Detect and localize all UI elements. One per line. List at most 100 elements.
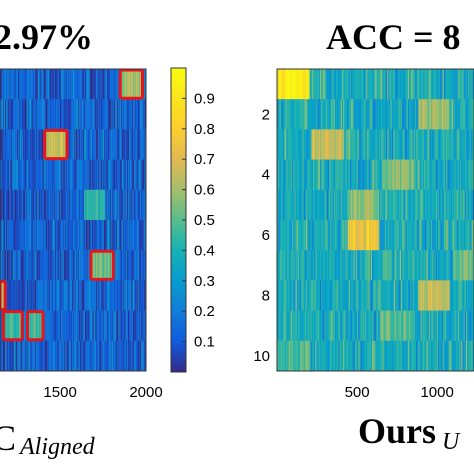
left-heatmap-cell	[60, 99, 62, 130]
right-heatmap-cell	[387, 129, 389, 160]
right-heatmap-cell	[352, 69, 354, 100]
left-heatmap-cell	[99, 220, 101, 251]
left-heatmap-cell	[129, 99, 131, 130]
left-heatmap-cell	[141, 280, 143, 311]
right-heatmap-cell	[294, 159, 296, 191]
colorbar-segment	[171, 85, 186, 89]
left-heatmap-cell	[79, 310, 81, 342]
left-heatmap-cell	[21, 129, 23, 160]
right-heatmap-cell	[467, 340, 469, 372]
right-heatmap-cell	[337, 129, 339, 160]
right-heatmap-cell	[278, 189, 280, 221]
right-heatmap-cell	[308, 310, 310, 342]
colorbar-segment	[171, 182, 186, 186]
right-heatmap-cell	[363, 189, 366, 221]
left-heatmap-cell	[70, 99, 72, 130]
right-heatmap-cell	[388, 159, 390, 191]
right-heatmap-cell	[343, 159, 345, 191]
right-heatmap-cell	[334, 220, 337, 251]
right-heatmap-cell	[327, 189, 330, 221]
right-heatmap-cell	[337, 99, 339, 130]
left-heatmap-cell	[33, 129, 35, 160]
left-heatmap-cell	[65, 340, 67, 372]
colorbar-tick-label: 0.8	[194, 121, 215, 138]
right-heatmap-cell	[385, 189, 388, 221]
right-heatmap-cell	[299, 129, 301, 160]
right-heatmap-cell	[339, 220, 342, 251]
left-heatmap-cell	[73, 99, 75, 130]
left-heatmap-cell	[14, 69, 16, 100]
right-heatmap-cell	[384, 340, 387, 372]
right-heatmap-cell	[308, 69, 310, 100]
right-heatmap-cell	[336, 99, 338, 130]
left-heatmap-cell	[130, 159, 132, 191]
left-heatmap-cell	[95, 340, 97, 372]
left-heatmap-cell	[107, 220, 109, 251]
right-heatmap-cell	[318, 310, 321, 342]
right-heatmap-cell	[443, 250, 446, 281]
right-heatmap-cell	[350, 69, 352, 100]
right-heatmap-cell	[296, 69, 299, 100]
right-heatmap-cell	[461, 99, 463, 130]
right-heatmap-cell	[359, 310, 361, 342]
left-heatmap-cell	[100, 250, 102, 281]
right-heatmap-cell	[351, 189, 353, 221]
right-heatmap-cell	[301, 220, 303, 251]
right-heatmap-cell	[413, 189, 416, 221]
right-heatmap-cell	[278, 99, 280, 130]
right-heatmap-cell	[433, 159, 435, 191]
left-heatmap-cell	[18, 159, 21, 191]
right-heatmap-cell	[341, 340, 344, 372]
right-heatmap-cell	[439, 310, 441, 342]
left-heatmap-cell	[107, 129, 109, 160]
right-heatmap-cell	[359, 189, 361, 221]
right-heatmap-cell	[456, 250, 459, 281]
left-heatmap-cell	[12, 189, 14, 221]
left-heatmap-cell	[41, 69, 43, 100]
right-heatmap-cell	[336, 69, 338, 100]
right-heatmap-cell	[281, 129, 284, 160]
left-heatmap-cell	[85, 159, 87, 191]
left-heatmap-cell	[5, 69, 7, 100]
right-heatmap-cell	[292, 220, 294, 251]
right-heatmap-cell	[436, 129, 439, 160]
right-heatmap-cell	[353, 159, 356, 191]
colorbar-segment	[171, 275, 186, 279]
right-heatmap-cell	[385, 129, 388, 160]
right-heatmap-cell	[336, 280, 338, 311]
left-heatmap-cell	[73, 69, 76, 100]
left-heatmap-cell	[39, 220, 41, 251]
left-heatmap-cell	[64, 280, 66, 311]
right-heatmap-cell	[399, 159, 402, 191]
left-heatmap-cell	[18, 250, 20, 281]
right-heatmap-cell	[354, 159, 357, 191]
left-heatmap-cell	[46, 250, 48, 281]
right-heatmap-cell	[352, 250, 354, 281]
left-heatmap-cell	[90, 220, 92, 251]
left-heatmap-cell	[118, 159, 120, 191]
left-heatmap-cell	[121, 69, 123, 100]
right-heatmap-cell	[288, 69, 291, 100]
right-heatmap-cell	[424, 280, 426, 311]
left-heatmap-cell	[84, 159, 86, 191]
left-heatmap-cell	[79, 340, 81, 372]
left-heatmap-cell	[74, 280, 76, 311]
left-heatmap-cell	[95, 129, 97, 160]
right-heatmap-cell	[316, 69, 318, 100]
left-heatmap-cell	[49, 159, 52, 191]
left-heatmap-cell	[110, 340, 113, 372]
right-heatmap-cell	[345, 69, 347, 100]
left-heatmap-cell	[62, 340, 64, 372]
right-heatmap-cell	[382, 340, 385, 372]
colorbar-segment	[171, 326, 186, 330]
right-heatmap-cell	[369, 159, 372, 191]
right-heatmap-cell	[438, 280, 440, 311]
left-heatmap-cell	[24, 310, 26, 342]
right-heatmap-cell	[413, 340, 416, 372]
right-heatmap-cell	[384, 310, 387, 342]
left-heatmap-cell	[35, 159, 37, 191]
left-heatmap-cell	[11, 189, 13, 221]
right-heatmap-cell	[375, 340, 378, 372]
left-heatmap-cell	[96, 340, 98, 372]
left-heatmap-cell	[2, 189, 4, 221]
